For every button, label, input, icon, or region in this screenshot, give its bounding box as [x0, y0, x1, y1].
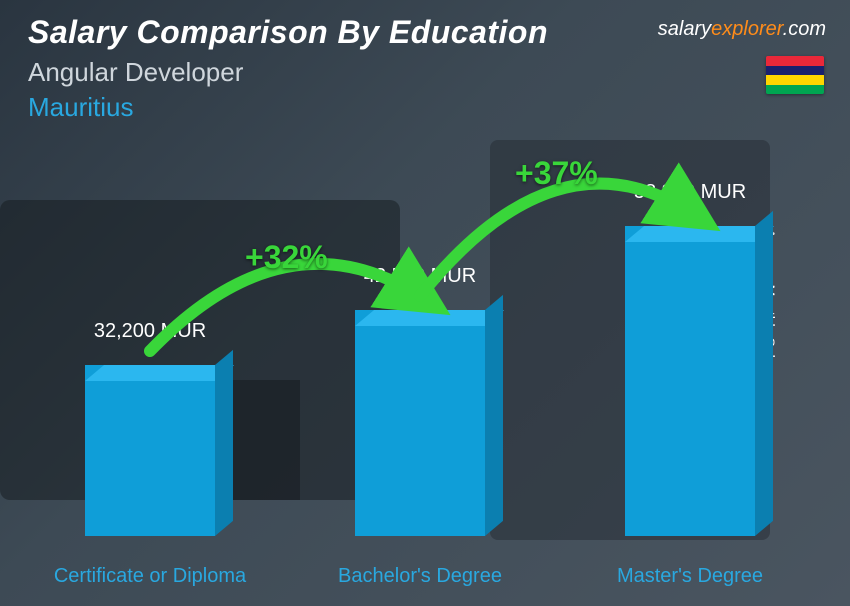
bar-group: 58,300 MUR Master's Degree	[590, 128, 790, 588]
bar-category: Certificate or Diploma	[50, 565, 250, 588]
brand-part: explorer	[711, 18, 783, 40]
bar-value: 58,300 MUR	[590, 181, 790, 204]
country-label: Mauritius	[28, 92, 548, 123]
header: Salary Comparison By Education Angular D…	[28, 14, 548, 123]
page-title: Salary Comparison By Education	[28, 14, 548, 51]
bar-category: Bachelor's Degree	[320, 565, 520, 588]
bar-group: 42,500 MUR Bachelor's Degree	[320, 128, 520, 588]
bar-top-face	[355, 310, 504, 326]
brand-part: salary	[658, 18, 711, 40]
flag-stripe	[766, 66, 824, 76]
bar-side-face	[215, 350, 233, 536]
flag-icon	[766, 56, 824, 94]
bar-value: 32,200 MUR	[50, 320, 250, 343]
bar-value: 42,500 MUR	[320, 265, 520, 288]
increase-pct: +37%	[515, 155, 598, 192]
increase-pct: +32%	[245, 239, 328, 276]
bar	[85, 365, 215, 536]
bar-category: Master's Degree	[590, 565, 790, 588]
bar-top-face	[85, 365, 234, 381]
bar-group: 32,200 MUR Certificate or Diploma	[50, 128, 250, 588]
flag-stripe	[766, 85, 824, 95]
brand-part: .com	[783, 18, 826, 40]
brand-logo: salaryexplorer.com	[658, 18, 826, 41]
bar-front-face	[355, 310, 485, 536]
flag-stripe	[766, 56, 824, 66]
salary-chart: 32,200 MUR Certificate or Diploma 42,500 M…	[40, 128, 810, 588]
bar-side-face	[755, 211, 773, 536]
subtitle: Angular Developer	[28, 57, 548, 88]
bar	[355, 310, 485, 536]
bar-front-face	[85, 365, 215, 536]
bar-front-face	[625, 226, 755, 536]
bar-top-face	[625, 226, 774, 242]
flag-stripe	[766, 75, 824, 85]
bar-side-face	[485, 295, 503, 536]
bar	[625, 226, 755, 536]
